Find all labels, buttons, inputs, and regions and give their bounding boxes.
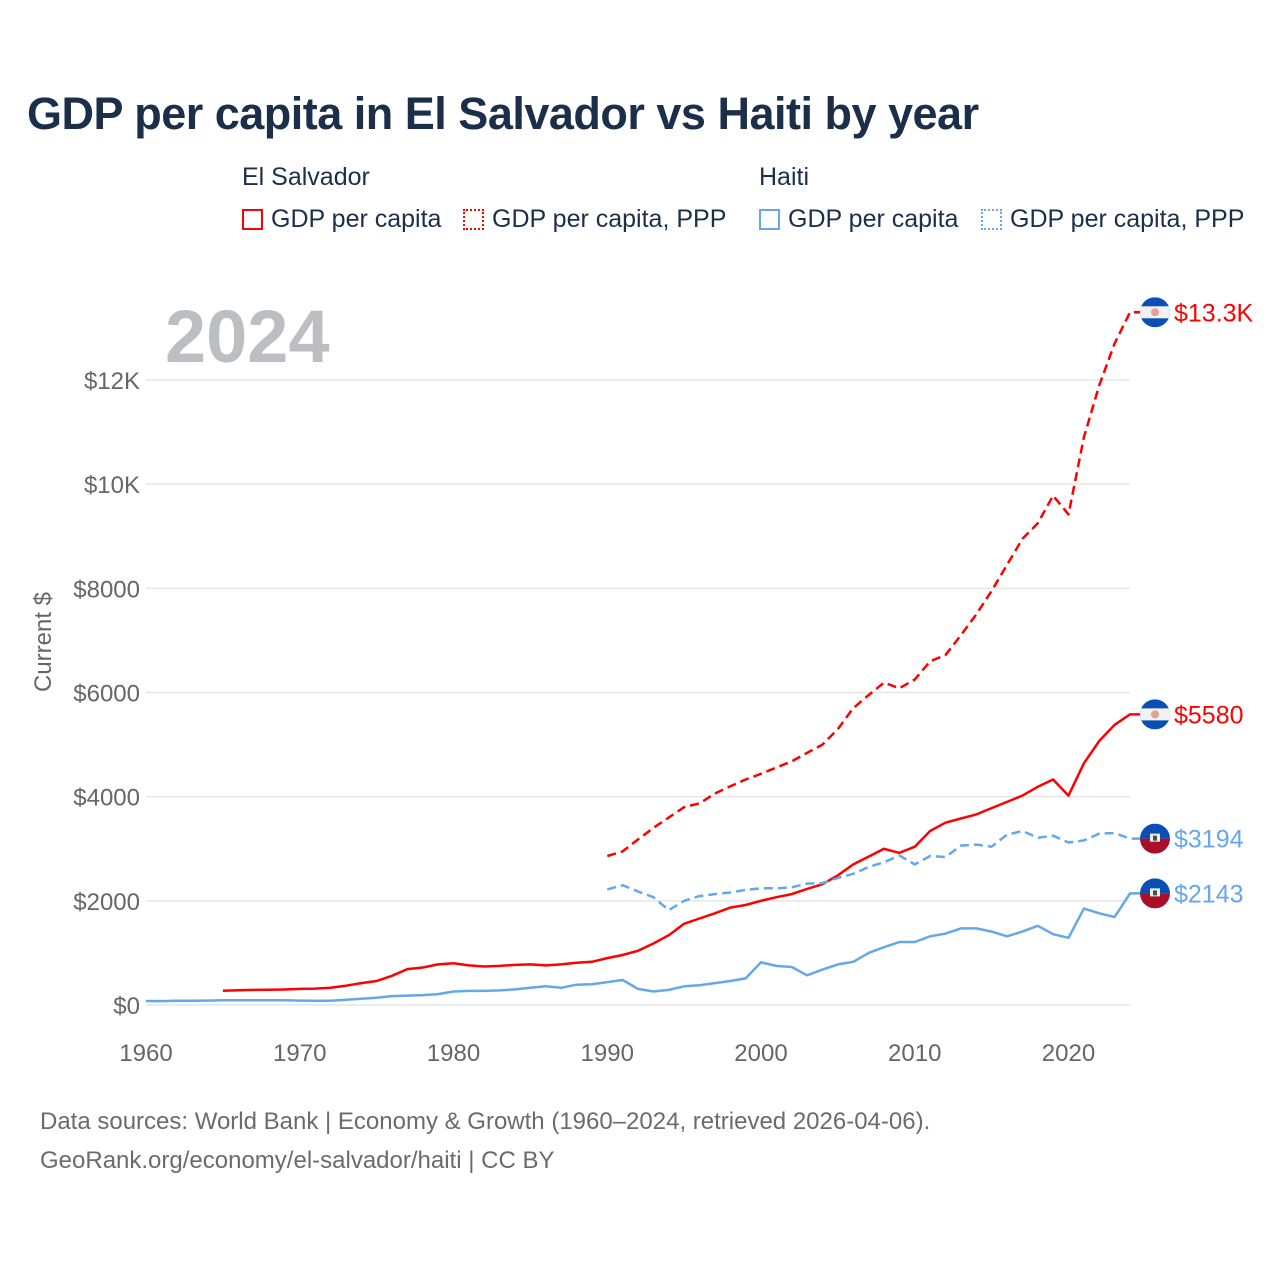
el-salvador-flag-icon <box>1140 699 1170 730</box>
series-line-haiti-gdp <box>145 892 1150 1003</box>
y-tick-label: $8000 <box>73 576 140 603</box>
legend-item-el-salvador-gdp[interactable]: GDP per capita <box>242 205 441 234</box>
chart-title: GDP per capita in El Salvador vs Haiti b… <box>27 88 979 139</box>
footer-link[interactable]: GeoRank.org/economy/el-salvador/haiti | … <box>40 1147 555 1174</box>
legend-item-haiti-ppp[interactable]: GDP per capita, PPP <box>981 205 1244 234</box>
legend-group-el-salvador: El Salvador <box>242 163 370 191</box>
x-tick-label: 1970 <box>273 1040 326 1067</box>
x-tick-label: 1960 <box>119 1040 172 1067</box>
end-value-label: $3194 <box>1174 826 1244 854</box>
legend-item-el-salvador-ppp[interactable]: GDP per capita, PPP <box>463 205 726 234</box>
x-tick-label: 1980 <box>427 1040 480 1067</box>
y-tick-label: $0 <box>113 993 140 1020</box>
x-tick-label: 2000 <box>734 1040 787 1067</box>
footer-sources: Data sources: World Bank | Economy & Gro… <box>40 1108 931 1135</box>
y-tick-label: $6000 <box>73 681 140 708</box>
series-line-el-salvador-ppp <box>606 311 1150 858</box>
x-tick-label: 2020 <box>1042 1040 1095 1067</box>
el-salvador-flag-icon <box>1140 297 1170 328</box>
end-value-label: $2143 <box>1174 880 1244 908</box>
haiti-flag-icon <box>1140 823 1170 854</box>
end-value-label: $5580 <box>1174 701 1244 729</box>
y-tick-label: $4000 <box>73 785 140 812</box>
legend-swatch-dotted-blue <box>981 209 1002 230</box>
y-tick-label: $2000 <box>73 889 140 916</box>
y-axis-label: Current $ <box>30 592 57 692</box>
series-line-haiti-ppp <box>606 829 1150 912</box>
legend-item-haiti-gdp[interactable]: GDP per capita <box>759 205 958 234</box>
x-tick-label: 1990 <box>581 1040 634 1067</box>
series-line-el-salvador-gdp <box>222 713 1150 992</box>
legend-group-haiti: Haiti <box>759 163 810 191</box>
x-tick-label: 2010 <box>888 1040 941 1067</box>
legend-label: GDP per capita <box>271 205 442 233</box>
haiti-flag-icon <box>1140 878 1170 909</box>
legend-label: GDP per capita, PPP <box>1010 205 1245 233</box>
end-value-label: $13.3K <box>1174 299 1254 327</box>
y-tick-label: $10K <box>84 472 140 499</box>
year-overlay: 2024 <box>165 295 330 378</box>
y-tick-label: $12K <box>84 368 140 395</box>
legend-swatch-solid-blue <box>759 209 780 230</box>
legend-label: GDP per capita <box>788 205 959 233</box>
legend-label: GDP per capita, PPP <box>492 205 727 233</box>
legend-swatch-dotted-red <box>463 209 484 230</box>
legend-swatch-solid-red <box>242 209 263 230</box>
